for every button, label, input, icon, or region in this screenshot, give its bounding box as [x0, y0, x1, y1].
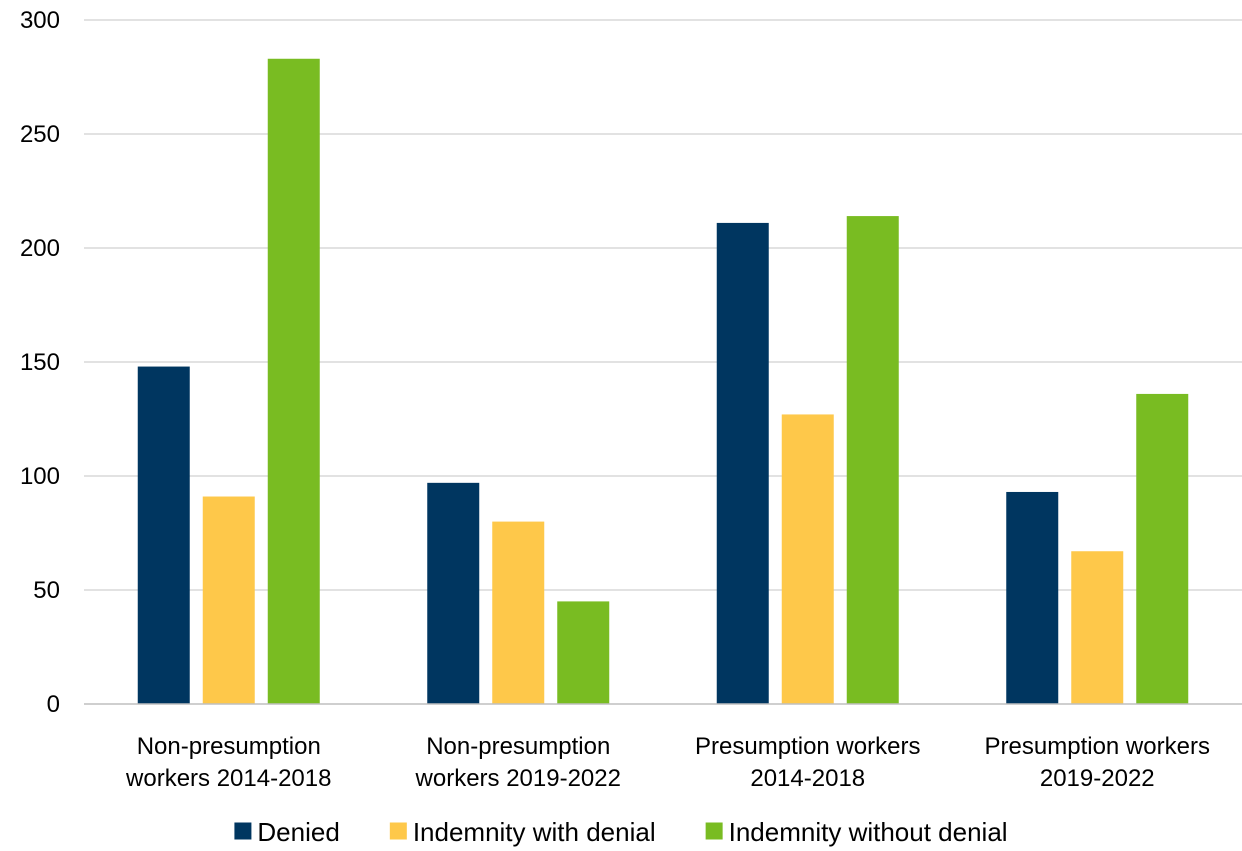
legend-swatch [390, 823, 407, 840]
legend-label: Denied [257, 817, 339, 847]
x-tick-label: workers 2019-2022 [415, 765, 621, 792]
legend-swatch [234, 823, 251, 840]
y-tick-label: 200 [20, 235, 60, 262]
bar-indemnity-with-denial [1071, 551, 1123, 704]
y-tick-label: 100 [20, 463, 60, 490]
legend: Denied Indemnity with denial Indemnity wit… [234, 817, 1007, 847]
legend-label: Indemnity with denial [413, 817, 656, 847]
bar-denied [717, 223, 769, 704]
x-tick-label: workers 2014-2018 [125, 765, 331, 792]
x-tick-label: 2019-2022 [1040, 765, 1155, 792]
bar-indemnity-without-denial [1136, 394, 1188, 704]
y-tick-label: 0 [47, 691, 60, 718]
bar-denied [1006, 492, 1058, 704]
bars [138, 59, 1189, 704]
bar-indemnity-with-denial [492, 522, 544, 704]
legend-swatch [706, 823, 723, 840]
legend-label: Indemnity without denial [729, 817, 1008, 847]
bar-indemnity-with-denial [203, 497, 255, 704]
bar-denied [427, 483, 479, 704]
x-tick-label: 2014-2018 [750, 765, 865, 792]
y-tick-label: 250 [20, 121, 60, 148]
x-tick-label: Presumption workers [985, 733, 1210, 760]
x-tick-label: Presumption workers [695, 733, 920, 760]
gridlines [84, 20, 1242, 590]
bar-indemnity-without-denial [268, 59, 320, 704]
bar-denied [138, 367, 190, 704]
y-tick-label: 50 [33, 577, 60, 604]
x-tick-label: Non-presumption [426, 733, 610, 760]
bar-indemnity-without-denial [847, 216, 899, 704]
bar-indemnity-with-denial [782, 414, 834, 704]
y-tick-label: 300 [20, 7, 60, 34]
y-tick-label: 150 [20, 349, 60, 376]
bar-indemnity-without-denial [557, 601, 609, 704]
x-tick-label: Non-presumption [137, 733, 321, 760]
